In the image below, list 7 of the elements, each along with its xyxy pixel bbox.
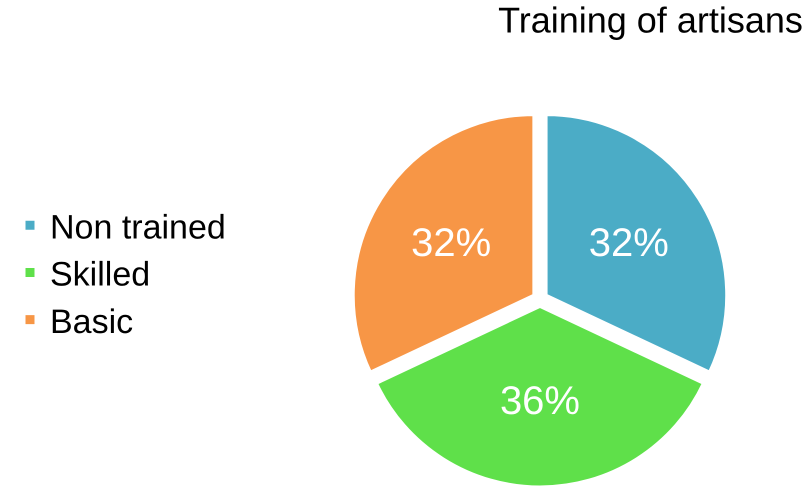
chart-title: Training of artisans xyxy=(498,0,803,41)
legend-label: Skilled xyxy=(50,256,150,294)
data-label: 32% xyxy=(411,220,492,265)
legend-label: Non trained xyxy=(50,208,226,246)
legend-label: Basic xyxy=(50,302,134,341)
data-label: 32% xyxy=(588,220,669,265)
data-label: 36% xyxy=(500,379,580,424)
